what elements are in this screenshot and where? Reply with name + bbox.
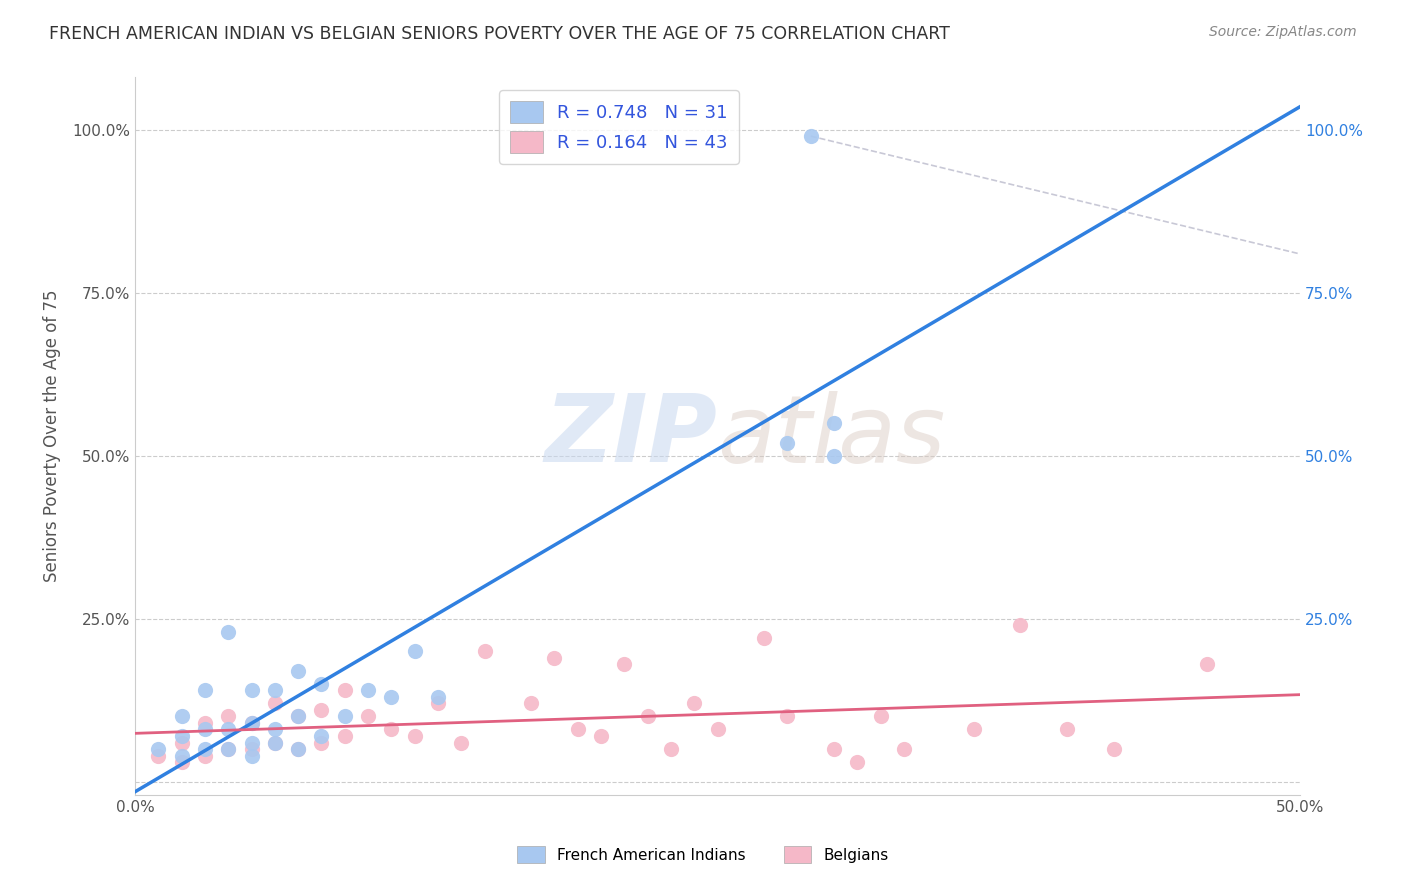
Point bbox=[194, 716, 217, 731]
Point bbox=[311, 677, 333, 691]
Point bbox=[264, 723, 287, 737]
Point bbox=[217, 742, 239, 756]
Text: atlas: atlas bbox=[717, 391, 946, 482]
Point bbox=[683, 697, 706, 711]
Point bbox=[240, 735, 263, 749]
Point bbox=[823, 742, 845, 756]
Point bbox=[846, 755, 869, 769]
Point bbox=[194, 742, 217, 756]
Point bbox=[800, 129, 823, 144]
Point bbox=[170, 735, 193, 749]
Point bbox=[170, 755, 193, 769]
Point bbox=[1010, 618, 1032, 632]
Point bbox=[357, 683, 380, 698]
Point bbox=[567, 723, 589, 737]
Point bbox=[194, 723, 217, 737]
Point bbox=[240, 742, 263, 756]
Point bbox=[659, 742, 682, 756]
Point bbox=[287, 742, 309, 756]
Point bbox=[287, 709, 309, 723]
Legend: French American Indians, Belgians: French American Indians, Belgians bbox=[509, 838, 897, 871]
Point bbox=[893, 742, 915, 756]
Point bbox=[823, 449, 845, 463]
Point bbox=[380, 723, 402, 737]
Point bbox=[333, 729, 356, 743]
Point bbox=[333, 709, 356, 723]
Point bbox=[474, 644, 496, 658]
Point bbox=[637, 709, 659, 723]
Text: Source: ZipAtlas.com: Source: ZipAtlas.com bbox=[1209, 25, 1357, 39]
Y-axis label: Seniors Poverty Over the Age of 75: Seniors Poverty Over the Age of 75 bbox=[44, 290, 60, 582]
Legend: R = 0.748   N = 31, R = 0.164   N = 43: R = 0.748 N = 31, R = 0.164 N = 43 bbox=[499, 90, 738, 164]
Point bbox=[170, 709, 193, 723]
Point bbox=[311, 729, 333, 743]
Text: FRENCH AMERICAN INDIAN VS BELGIAN SENIORS POVERTY OVER THE AGE OF 75 CORRELATION: FRENCH AMERICAN INDIAN VS BELGIAN SENIOR… bbox=[49, 25, 950, 43]
Point bbox=[752, 631, 775, 645]
Point bbox=[357, 709, 380, 723]
Point bbox=[217, 742, 239, 756]
Point bbox=[333, 683, 356, 698]
Point bbox=[776, 709, 799, 723]
Point bbox=[1102, 742, 1125, 756]
Point bbox=[194, 683, 217, 698]
Point bbox=[170, 748, 193, 763]
Point bbox=[264, 735, 287, 749]
Point bbox=[217, 723, 239, 737]
Point bbox=[170, 729, 193, 743]
Point bbox=[148, 742, 170, 756]
Point bbox=[404, 644, 426, 658]
Point bbox=[240, 748, 263, 763]
Point bbox=[217, 624, 239, 639]
Point bbox=[148, 748, 170, 763]
Point bbox=[963, 723, 986, 737]
Point bbox=[1195, 657, 1218, 672]
Point bbox=[240, 716, 263, 731]
Point bbox=[194, 748, 217, 763]
Point bbox=[287, 664, 309, 678]
Point bbox=[287, 709, 309, 723]
Point bbox=[240, 716, 263, 731]
Point bbox=[1056, 723, 1078, 737]
Point bbox=[706, 723, 728, 737]
Point bbox=[427, 697, 450, 711]
Point bbox=[404, 729, 426, 743]
Point bbox=[427, 690, 450, 704]
Text: ZIP: ZIP bbox=[544, 390, 717, 482]
Point bbox=[264, 683, 287, 698]
Point bbox=[613, 657, 636, 672]
Point bbox=[264, 735, 287, 749]
Point bbox=[776, 435, 799, 450]
Point bbox=[589, 729, 612, 743]
Point bbox=[240, 683, 263, 698]
Point bbox=[869, 709, 891, 723]
Point bbox=[264, 697, 287, 711]
Point bbox=[380, 690, 402, 704]
Point bbox=[543, 650, 565, 665]
Point bbox=[311, 703, 333, 717]
Point bbox=[450, 735, 472, 749]
Point bbox=[823, 416, 845, 430]
Point bbox=[520, 697, 543, 711]
Point bbox=[287, 742, 309, 756]
Point bbox=[311, 735, 333, 749]
Point bbox=[217, 709, 239, 723]
